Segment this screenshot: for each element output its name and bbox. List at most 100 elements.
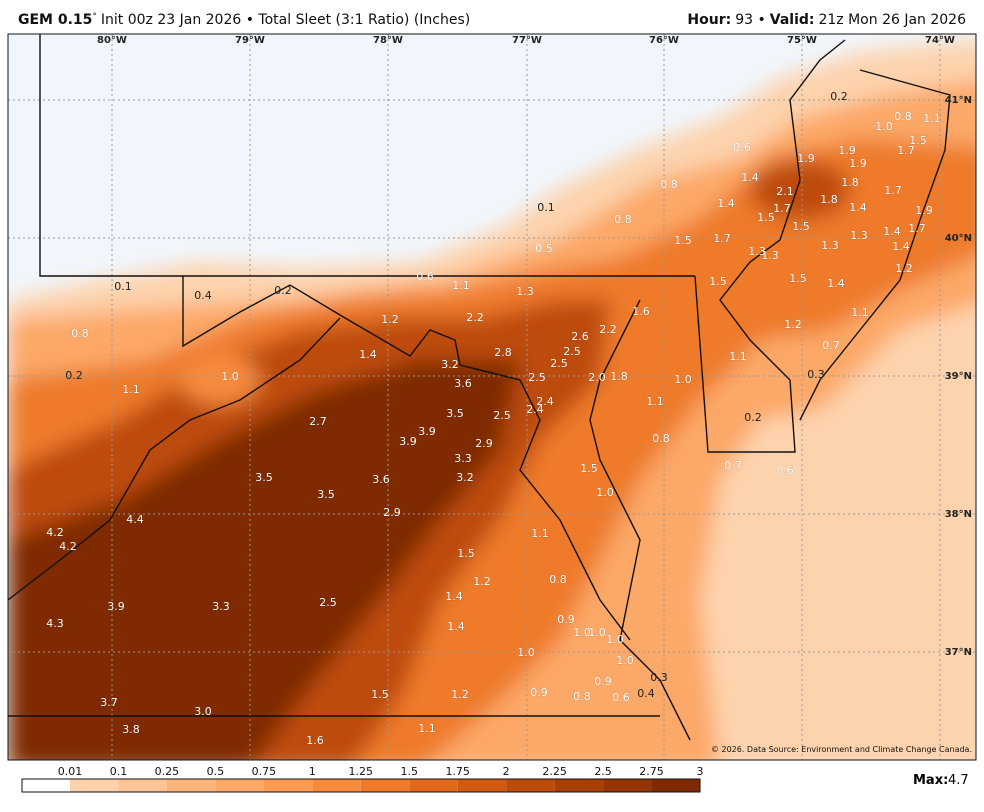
value-label: 1.0 bbox=[573, 626, 591, 639]
value-label: 2.2 bbox=[599, 323, 617, 336]
value-label: 1.5 bbox=[580, 462, 598, 475]
value-label: 0.6 bbox=[416, 270, 434, 283]
legend-tick: 0.5 bbox=[207, 765, 225, 778]
legend-tick: 2.25 bbox=[542, 765, 567, 778]
value-label: 1.2 bbox=[381, 313, 399, 326]
copyright: © 2026. Data Source: Environment and Cli… bbox=[711, 745, 972, 754]
value-label: 1.4 bbox=[741, 171, 759, 184]
value-label: 0.8 bbox=[660, 178, 678, 191]
legend-swatch bbox=[263, 779, 313, 792]
value-label: 1.4 bbox=[827, 277, 845, 290]
value-label: 2.5 bbox=[493, 409, 511, 422]
run: Init 00z 23 Jan 2026 • Total Sleet (3:1 … bbox=[101, 12, 470, 28]
value-label: 0.2 bbox=[274, 284, 292, 297]
valid-label: Valid: bbox=[770, 12, 815, 28]
header-right: Hour: 93 • Valid: 21z Mon 26 Jan 2026 bbox=[687, 12, 966, 28]
legend-swatch bbox=[603, 779, 652, 792]
value-label: 2.9 bbox=[475, 437, 493, 450]
lon-label: 77°W bbox=[512, 35, 542, 46]
legend-swatch bbox=[166, 779, 216, 792]
value-label: 0.6 bbox=[612, 691, 630, 704]
lon-label: 74°W bbox=[925, 35, 955, 46]
lon-label: 78°W bbox=[373, 35, 403, 46]
value-label: 1.0 bbox=[596, 486, 614, 499]
value-label: 3.8 bbox=[122, 723, 140, 736]
value-label: 0.2 bbox=[744, 411, 762, 424]
legend-tick: 1.5 bbox=[400, 765, 418, 778]
header-left: GEM 0.15° Init 00z 23 Jan 2026 • Total Sl… bbox=[18, 12, 470, 28]
value-label: 1.0 bbox=[588, 626, 606, 639]
valid: 21z Mon 26 Jan 2026 bbox=[818, 12, 966, 28]
value-label: 0.7 bbox=[822, 339, 840, 352]
legend-tick: 0.1 bbox=[110, 765, 128, 778]
value-label: 1.5 bbox=[757, 211, 775, 224]
value-label: 3.0 bbox=[194, 705, 212, 718]
value-label: 1.2 bbox=[784, 318, 802, 331]
value-label: 3.3 bbox=[454, 452, 472, 465]
value-label: 2.8 bbox=[494, 346, 512, 359]
value-label: 1.0 bbox=[674, 373, 692, 386]
value-label: 0.9 bbox=[530, 686, 548, 699]
value-label: 1.1 bbox=[531, 527, 549, 540]
value-label: 1.0 bbox=[517, 646, 535, 659]
value-label: 1.4 bbox=[445, 590, 463, 603]
legend-tick: 2.75 bbox=[639, 765, 664, 778]
value-label: 0.8 bbox=[652, 432, 670, 445]
value-label: 0.6 bbox=[733, 141, 751, 154]
value-label: 0.2 bbox=[830, 90, 848, 103]
legend-swatch bbox=[360, 779, 410, 792]
legend-swatch bbox=[70, 779, 119, 792]
value-label: 3.6 bbox=[372, 473, 390, 486]
value-label: 1.9 bbox=[838, 144, 856, 157]
value-label: 2.4 bbox=[536, 395, 554, 408]
value-label: 0.1 bbox=[114, 280, 132, 293]
value-label: 1.4 bbox=[892, 240, 910, 253]
value-label: 1.0 bbox=[875, 120, 893, 133]
value-label: 2.6 bbox=[571, 330, 589, 343]
value-label: 0.6 bbox=[776, 464, 794, 477]
value-label: 3.9 bbox=[107, 600, 125, 613]
legend-swatch bbox=[506, 779, 555, 792]
value-label: 1.8 bbox=[841, 176, 859, 189]
map-frame bbox=[7, 33, 977, 761]
value-label: 1.1 bbox=[923, 112, 941, 125]
value-label: 1.1 bbox=[418, 722, 436, 735]
lon-label: 79°W bbox=[235, 35, 265, 46]
value-label: 1.2 bbox=[895, 262, 913, 275]
value-label: 0.4 bbox=[194, 289, 212, 302]
hour: 93 • bbox=[735, 12, 766, 28]
model: GEM 0.15 bbox=[18, 12, 92, 28]
legend-swatch bbox=[118, 779, 167, 792]
value-label: 1.5 bbox=[789, 272, 807, 285]
legend-tick: 0.25 bbox=[155, 765, 180, 778]
value-label: 0.8 bbox=[614, 213, 632, 226]
value-label: 2.5 bbox=[550, 357, 568, 370]
value-label: 3.2 bbox=[456, 471, 474, 484]
legend-frame bbox=[21, 778, 701, 793]
legend-tick: 3 bbox=[697, 765, 704, 778]
value-label: 1.0 bbox=[616, 654, 634, 667]
value-label: 0.2 bbox=[65, 369, 83, 382]
hour-label: Hour: bbox=[687, 12, 731, 28]
value-label: 2.7 bbox=[309, 415, 327, 428]
lon-label: 75°W bbox=[787, 35, 817, 46]
legend-swatch bbox=[651, 779, 700, 792]
max-label: Max: bbox=[913, 773, 948, 788]
value-label: 0.9 bbox=[594, 675, 612, 688]
value-label: 1.5 bbox=[457, 547, 475, 560]
value-label: 3.5 bbox=[446, 407, 464, 420]
value-label: 2.4 bbox=[526, 403, 544, 416]
value-label: 1.6 bbox=[632, 305, 650, 318]
value-label: 1.1 bbox=[122, 383, 140, 396]
value-label: 0.8 bbox=[894, 110, 912, 123]
value-label: 1.2 bbox=[451, 688, 469, 701]
value-label: 2.2 bbox=[466, 311, 484, 324]
value-label: 1.9 bbox=[797, 152, 815, 165]
lat-label: 39°N bbox=[945, 371, 972, 382]
value-label: 1.5 bbox=[371, 688, 389, 701]
lat-label: 40°N bbox=[945, 233, 972, 244]
value-label: 2.1 bbox=[776, 185, 794, 198]
value-label: 3.5 bbox=[317, 488, 335, 501]
legend-tick: 1.25 bbox=[349, 765, 374, 778]
